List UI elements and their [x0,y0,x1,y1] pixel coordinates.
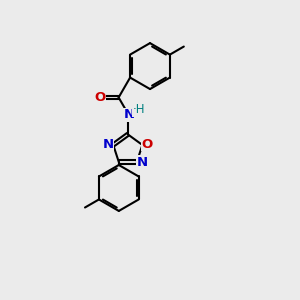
Text: O: O [94,91,106,104]
Text: O: O [142,138,153,151]
Text: N: N [136,156,147,169]
Text: ·H: ·H [133,103,145,116]
Text: N: N [103,138,114,152]
Text: N: N [124,108,135,121]
